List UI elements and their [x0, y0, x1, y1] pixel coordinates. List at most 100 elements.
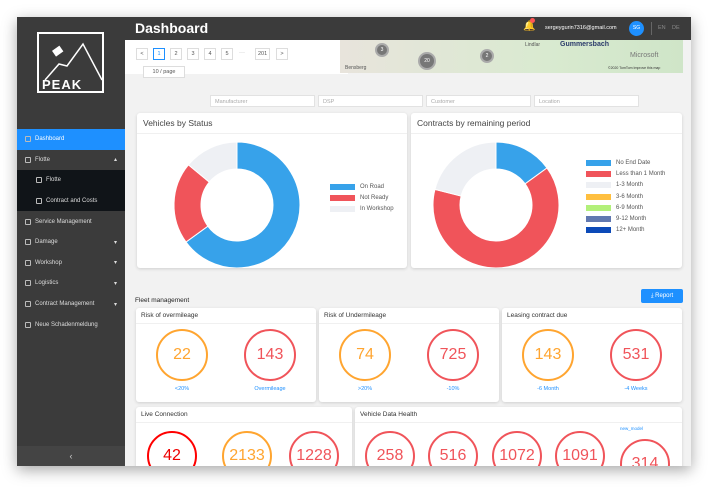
page-last[interactable]: 201	[255, 48, 271, 60]
sidebar-item-label: Neue Schadenmeldung	[35, 321, 98, 328]
metric-label[interactable]: <20%	[174, 386, 190, 392]
chevron-icon: ▾	[113, 280, 117, 287]
map-cluster[interactable]: 3	[375, 43, 389, 57]
legend-swatch	[330, 206, 355, 213]
notification-badge	[530, 18, 535, 23]
donut-slice-1-3-month[interactable]	[434, 141, 497, 197]
page-5[interactable]: 5	[221, 48, 233, 60]
dsp-filter[interactable]: DSP	[318, 95, 423, 107]
sidebar-item-label: Logistics	[35, 280, 59, 287]
collapse-sidebar-button[interactable]: ‹	[17, 446, 125, 466]
new-model-link[interactable]: new_model	[620, 426, 644, 431]
legend-item[interactable]: 6-9 Month	[586, 202, 665, 213]
map-cluster[interactable]: 2	[480, 49, 494, 63]
sidebar-item-logistics[interactable]: Logistics ▾	[17, 273, 125, 294]
lang-en[interactable]: EN	[658, 25, 666, 31]
page-4[interactable]: 4	[204, 48, 216, 60]
divider	[651, 22, 652, 35]
legend-swatch	[330, 194, 355, 201]
ellipsis[interactable]: ···	[239, 50, 245, 56]
legend-label: On Road	[360, 183, 385, 190]
legend-item[interactable]: No End Date	[586, 157, 665, 168]
location-filter[interactable]: Location	[534, 95, 639, 107]
chart-legend: On Road Not Ready In Workshop	[330, 181, 394, 215]
metric-circle[interactable]: 22	[156, 329, 208, 381]
metric-circle[interactable]: 143	[244, 329, 296, 381]
metric-circle[interactable]: 258	[365, 431, 415, 466]
donut-slice-in-workshop[interactable]	[187, 141, 238, 183]
metric-label[interactable]: -6 Month	[537, 386, 559, 392]
chart-legend: No End Date Less than 1 Month 1-3 Month 3-6…	[586, 157, 665, 236]
metric-circle[interactable]: 74	[339, 329, 391, 381]
service-icon	[25, 218, 31, 225]
dashboard-icon	[25, 136, 31, 143]
legend-item[interactable]: Not Ready	[330, 192, 394, 203]
metric-circle[interactable]: 1228	[289, 431, 339, 466]
page-3[interactable]: 3	[187, 48, 199, 60]
legend-item[interactable]: 1-3 Month	[586, 180, 665, 191]
metric-label[interactable]: -4 Weeks	[624, 386, 648, 392]
card-title: Live Connection	[136, 407, 352, 423]
contracts-donut	[432, 141, 560, 268]
report-label: Report	[655, 293, 674, 299]
donut-slice-less-than-1-month[interactable]	[432, 167, 560, 268]
sidebar-item-label: Flotte	[46, 177, 62, 184]
sidebar-item-workshop[interactable]: Workshop ▾	[17, 253, 125, 274]
map-cluster[interactable]: 20	[418, 52, 436, 70]
sidebar-item-damage[interactable]: Damage ▾	[17, 232, 125, 253]
metric-label[interactable]: Overmileage	[254, 386, 286, 392]
chart-icon	[25, 239, 31, 246]
metric-circle[interactable]: 2133	[222, 431, 272, 466]
metric-label[interactable]: -10%	[446, 386, 460, 392]
sidebar-item-neue-schadenmeldung[interactable]: Neue Schadenmeldung	[17, 314, 125, 335]
metric-circle[interactable]: 1072	[492, 431, 542, 466]
legend-swatch	[586, 227, 611, 234]
manufacturer-filter[interactable]: Manufacturer	[210, 95, 315, 107]
legend-label: In Workshop	[360, 206, 394, 213]
metric-circle[interactable]: 143	[522, 329, 574, 381]
customer-filter[interactable]: Customer	[426, 95, 531, 107]
sidebar-item-flotte[interactable]: Flotte	[17, 170, 125, 191]
logo-text: PEAK	[42, 77, 83, 92]
metric-circle[interactable]: 42	[147, 431, 197, 466]
metric-circle[interactable]: 314	[620, 439, 670, 466]
avatar[interactable]: SG	[629, 21, 644, 36]
metric-circle[interactable]: 531	[610, 329, 662, 381]
map-place: Gummersbach	[560, 41, 610, 48]
sidebar-item-flotte[interactable]: Flotte ▴	[17, 150, 125, 171]
metric-label[interactable]: >20%	[357, 386, 373, 392]
document-icon	[25, 301, 31, 308]
legend-item[interactable]: 12+ Month	[586, 225, 665, 236]
legend-label: No End Date	[616, 159, 651, 166]
live-connection-card: Live Connection 42 2133 1228	[136, 407, 352, 466]
metric-circle[interactable]: 516	[428, 431, 478, 466]
metric-circle[interactable]: 725	[427, 329, 479, 381]
next-page-button[interactable]: >	[276, 48, 288, 60]
prev-page-button[interactable]: <	[136, 48, 148, 60]
report-button[interactable]: ⤓ Report	[641, 289, 683, 303]
legend-swatch	[586, 182, 611, 189]
page-1[interactable]: 1	[153, 48, 165, 60]
sidebar-item-contract-and-costs[interactable]: Contract and Costs	[17, 190, 125, 212]
sidebar-item-dashboard[interactable]: Dashboard	[17, 129, 125, 150]
legend-item[interactable]: On Road	[330, 181, 394, 192]
tools-icon	[25, 259, 31, 266]
legend-item[interactable]: In Workshop	[330, 204, 394, 215]
sidebar-item-service-management[interactable]: Service Management	[17, 211, 125, 232]
legend-item[interactable]: 9-12 Month	[586, 213, 665, 224]
sidebar-item-contract-management[interactable]: Contract Management ▾	[17, 294, 125, 315]
page-size-select[interactable]: 10 / page	[143, 66, 185, 78]
legend-item[interactable]: Less than 1 Month	[586, 168, 665, 179]
page-2[interactable]: 2	[170, 48, 182, 60]
chevron-icon: ▾	[113, 301, 117, 308]
map[interactable]: 3 20 2 Bensberg Lindlar Gummersbach Micr…	[340, 40, 683, 73]
legend-item[interactable]: 3-6 Month	[586, 191, 665, 202]
user-email[interactable]: sergeygurin7316@gmail.com	[545, 25, 617, 31]
metric-circle[interactable]: 1091	[555, 431, 605, 466]
microsoft-logo: Microsoft	[630, 52, 659, 59]
sidebar-nav: Dashboard Flotte ▴ Flotte Contract and Costs…	[17, 129, 125, 335]
lang-de[interactable]: DE	[672, 25, 680, 31]
bell-icon[interactable]: 🔔	[523, 21, 536, 32]
donut-slice-on-road[interactable]	[185, 141, 301, 268]
map-attribution[interactable]: ©2020 TomTom Improve this map	[608, 66, 661, 70]
